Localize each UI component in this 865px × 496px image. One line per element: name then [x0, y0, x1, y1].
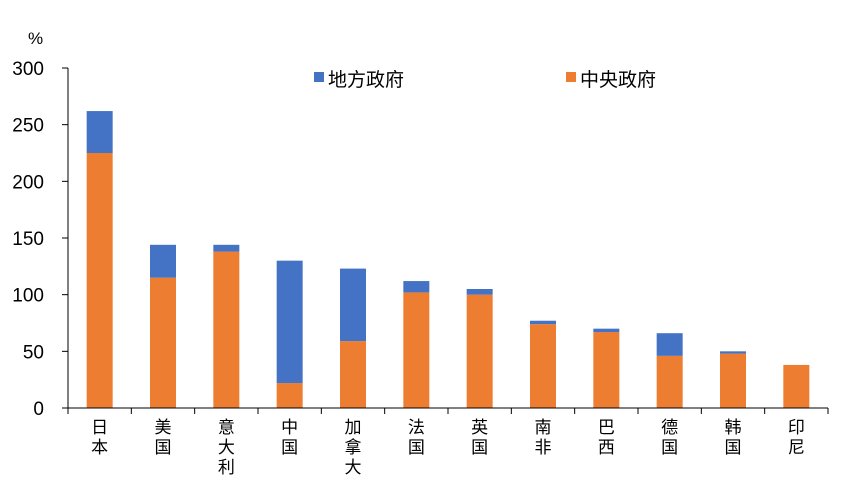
y-tick-label: 50: [23, 342, 44, 363]
bar-central-1: [150, 277, 176, 408]
x-category-label: 日本: [91, 418, 108, 458]
bar-local-6: [466, 289, 493, 295]
y-axis-unit-label: %: [28, 29, 43, 48]
bar-local-3: [276, 260, 303, 384]
y-tick-label: 250: [12, 116, 44, 137]
y-tick-label: 200: [12, 172, 44, 193]
x-category-label: 美国: [155, 418, 172, 458]
x-category-label: 韩国: [725, 418, 742, 458]
bar-central-9: [656, 355, 683, 408]
y-axis: 0 50 100 150 200 250 300: [12, 59, 69, 420]
y-tick-label: 300: [12, 59, 44, 80]
x-category-label: 德国: [661, 418, 678, 458]
x-category-label: 印尼: [788, 418, 805, 458]
bar-local-5: [403, 281, 430, 293]
bar-central-5: [403, 292, 430, 408]
bar-central-7: [530, 324, 556, 408]
y-tick-label: 100: [12, 286, 44, 307]
legend-label: 中央政府: [580, 69, 656, 91]
x-axis: 日本 美国 意大利 中国 加拿大 法国 英国 南非 巴西 德国 韩国 印尼: [67, 407, 829, 478]
bar-central-6: [466, 294, 493, 408]
bar-local-0: [86, 111, 113, 153]
bar-local-1: [150, 244, 176, 278]
bar-central-8: [593, 332, 620, 408]
legend-label: 地方政府: [328, 69, 404, 91]
bar-central-3: [276, 383, 303, 408]
bar-central-0: [86, 153, 113, 408]
legend: 地方政府 中央政府: [314, 69, 656, 91]
bar-central-11: [783, 364, 810, 408]
x-category-label: 英国: [471, 418, 488, 458]
x-category-label: 巴西: [598, 418, 615, 458]
bar-local-8: [593, 328, 620, 333]
bars: [86, 111, 810, 408]
x-category-label: 中国: [281, 418, 298, 458]
bar-central-10: [720, 353, 746, 408]
bar-central-4: [340, 341, 366, 408]
bar-local-9: [656, 333, 683, 356]
x-category-label: 意大利: [218, 418, 235, 478]
bar-local-7: [530, 320, 556, 325]
bar-local-4: [340, 268, 366, 342]
x-category-label: 法国: [408, 418, 425, 458]
y-tick-label: 0: [33, 399, 44, 420]
legend-swatch: [314, 72, 324, 82]
y-tick-label: 150: [12, 229, 44, 250]
bar-central-2: [213, 251, 240, 408]
bar-local-10: [720, 351, 746, 354]
legend-swatch: [566, 72, 576, 82]
bar-local-2: [213, 244, 240, 252]
x-category-label: 南非: [535, 418, 552, 458]
x-category-label: 加拿大: [345, 418, 362, 478]
